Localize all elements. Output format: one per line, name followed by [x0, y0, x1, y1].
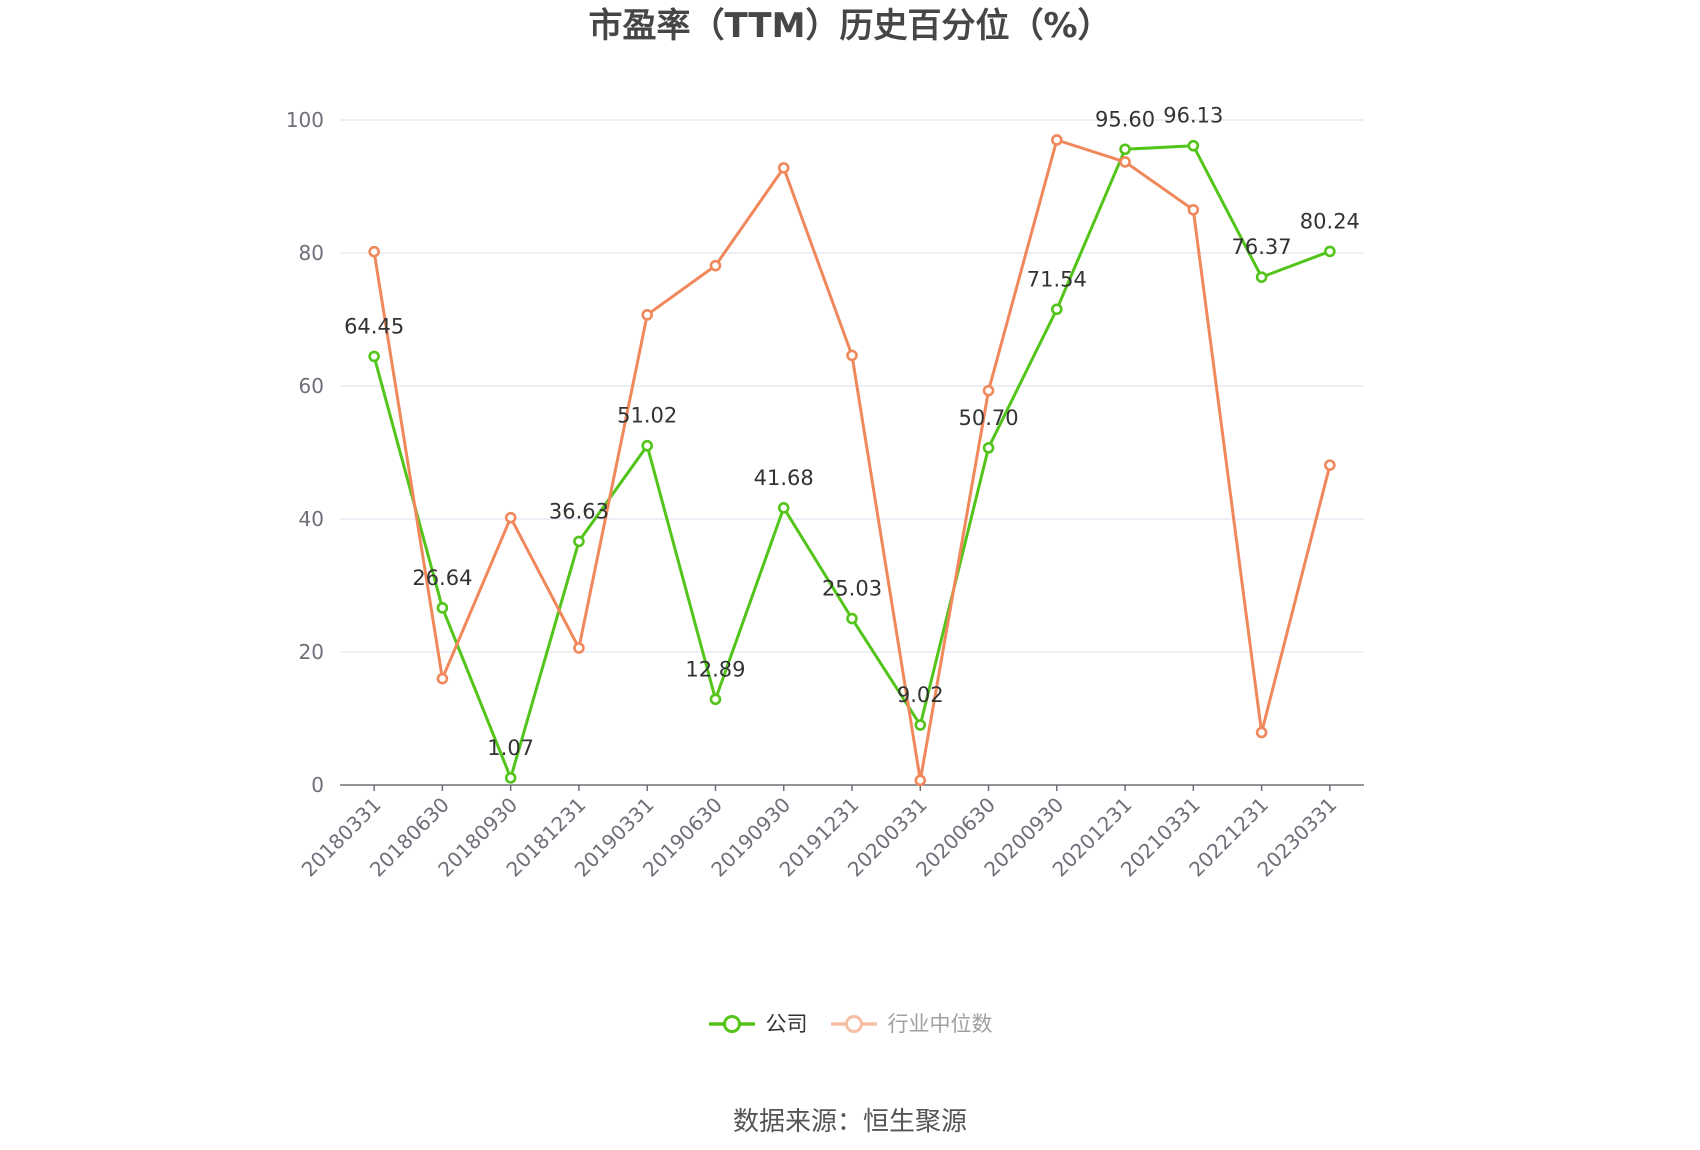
legend-label: 公司: [765, 1012, 808, 1036]
industry-median-point: [1187, 203, 1200, 216]
data-label: 80.24: [1300, 209, 1360, 233]
company-point: [1187, 139, 1200, 152]
y-tick-label: 40: [299, 507, 324, 531]
industry-median-point: [641, 309, 654, 321]
data-label: 76.37: [1232, 235, 1292, 259]
data-label: 36.63: [549, 499, 609, 523]
data-label: 51.02: [617, 404, 677, 428]
data-label: 26.64: [412, 566, 472, 590]
data-label: 64.45: [344, 314, 404, 338]
data-label: 9.02: [897, 683, 944, 707]
industry-median-point: [846, 349, 858, 362]
legend: 公司 行业中位数: [0, 1004, 1700, 1044]
data-label: 1.07: [487, 736, 534, 760]
grid-layer: [340, 119, 1364, 653]
legend-line-circle-icon: [830, 1015, 877, 1033]
industry-median-point: [1119, 156, 1131, 168]
data-label: 96.13: [1163, 104, 1223, 128]
data-label: 25.03: [822, 577, 882, 601]
series-layer: [368, 134, 1336, 787]
industry-median-point: [777, 162, 790, 174]
data-label: 95.60: [1095, 107, 1155, 131]
industry-median-point: [436, 672, 449, 685]
company-point: [1119, 143, 1131, 156]
company-point: [982, 442, 995, 454]
industry-median-point: [982, 384, 995, 397]
data-source-note: 数据来源：恒生聚源: [732, 1107, 967, 1137]
company-point: [777, 502, 790, 514]
industry-median-point: [914, 774, 927, 787]
company-point: [709, 693, 722, 706]
legend-label: 行业中位数: [887, 1012, 993, 1036]
y-tick-label: 100: [286, 108, 324, 132]
industry-median-point: [1051, 134, 1063, 146]
company-point: [1255, 271, 1268, 283]
industry-median-point: [1324, 459, 1336, 471]
industry-median-point: [504, 511, 517, 524]
company-line: [372, 144, 1332, 780]
industry-median-point: [573, 642, 585, 654]
y-tick-label: 80: [299, 241, 324, 265]
y-tick-label: 20: [299, 640, 324, 664]
company-point: [504, 772, 517, 784]
company-point: [1051, 303, 1063, 316]
data-label: 12.89: [685, 657, 745, 681]
data-label: 71.54: [1027, 267, 1087, 291]
legend-line-circle-icon: [708, 1015, 755, 1033]
chart-title: 市盈率（TTM）历史百分位（%）: [588, 6, 1112, 46]
axis-layer: 0204060801002018033120180630201809302018…: [286, 108, 1364, 881]
company-point: [436, 602, 449, 614]
company-point: [914, 719, 927, 731]
legend-item-industry-median[interactable]: 行业中位数: [830, 1004, 993, 1044]
y-tick-label: 0: [311, 773, 324, 797]
data-label-layer: 64.45 26.64 1.07 36.63 51.02 12.89 41.68 25.03 9…: [344, 104, 1360, 760]
legend-item-company[interactable]: 公司: [708, 1004, 808, 1044]
company-point: [573, 535, 585, 548]
industry-median-line: [372, 138, 1332, 782]
y-tick-label: 60: [299, 374, 324, 398]
data-label: 50.70: [958, 406, 1018, 430]
industry-median-point: [1255, 726, 1268, 739]
data-label: 41.68: [754, 466, 814, 490]
company-point: [368, 350, 380, 363]
company-point: [641, 439, 654, 452]
company-point: [846, 612, 858, 625]
industry-median-point: [709, 259, 722, 272]
industry-median-point: [368, 245, 380, 258]
company-point: [1324, 245, 1336, 258]
